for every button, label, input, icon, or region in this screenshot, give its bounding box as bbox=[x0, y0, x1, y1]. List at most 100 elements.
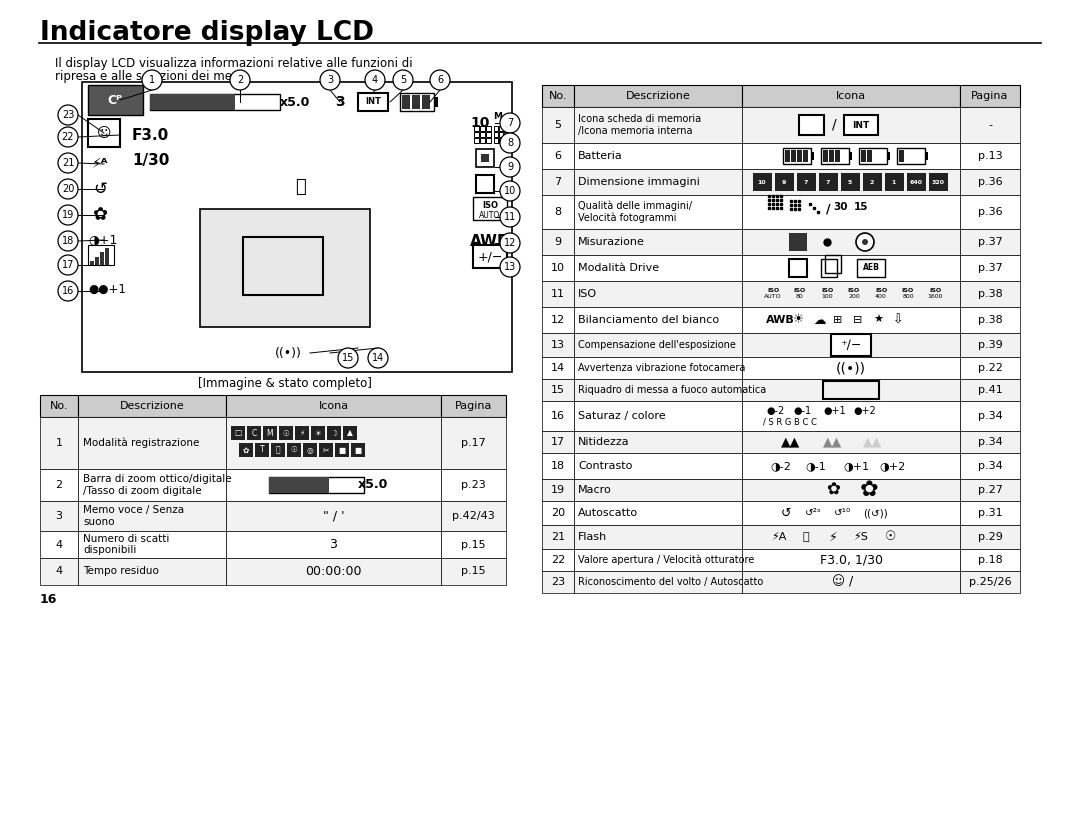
Text: 400: 400 bbox=[875, 294, 887, 299]
Bar bbox=[573, 107, 742, 143]
Bar bbox=[821, 259, 837, 277]
Bar bbox=[476, 149, 494, 167]
Text: 2: 2 bbox=[237, 75, 243, 85]
Text: 22: 22 bbox=[62, 132, 75, 142]
Bar bbox=[542, 307, 573, 333]
Bar bbox=[287, 443, 301, 457]
Bar bbox=[742, 571, 960, 593]
Bar bbox=[269, 477, 328, 493]
Text: 3: 3 bbox=[327, 75, 333, 85]
Bar bbox=[100, 252, 104, 265]
Bar bbox=[960, 195, 1020, 229]
Text: ISO: ISO bbox=[875, 288, 887, 293]
Bar bbox=[542, 525, 573, 549]
Circle shape bbox=[430, 70, 450, 90]
Text: ▲▲: ▲▲ bbox=[781, 435, 800, 448]
Text: ★: ★ bbox=[873, 315, 883, 325]
Text: [Immagine & stato completo]: [Immagine & stato completo] bbox=[198, 377, 372, 390]
Text: INT: INT bbox=[852, 121, 869, 130]
Bar bbox=[960, 143, 1020, 169]
Text: ↺²ˢ: ↺²ˢ bbox=[805, 508, 822, 518]
Text: p.36: p.36 bbox=[977, 207, 1002, 217]
Text: 2: 2 bbox=[869, 179, 874, 184]
Text: 6: 6 bbox=[437, 75, 443, 85]
Bar bbox=[486, 132, 491, 137]
Bar bbox=[742, 479, 960, 501]
Bar bbox=[843, 115, 878, 135]
Text: p.41: p.41 bbox=[977, 385, 1002, 395]
Text: ◑-1: ◑-1 bbox=[806, 461, 826, 471]
Bar bbox=[480, 138, 485, 143]
Text: 10: 10 bbox=[551, 263, 565, 273]
Circle shape bbox=[500, 257, 519, 277]
Text: 21: 21 bbox=[551, 532, 565, 542]
Text: INT: INT bbox=[365, 98, 381, 107]
Bar bbox=[343, 426, 357, 440]
Text: 5: 5 bbox=[400, 75, 406, 85]
Text: 100: 100 bbox=[821, 294, 833, 299]
Text: Dimensione immagini: Dimensione immagini bbox=[578, 177, 700, 187]
Circle shape bbox=[338, 348, 357, 368]
Text: 9: 9 bbox=[782, 179, 786, 184]
Bar bbox=[785, 150, 789, 162]
Text: p.31: p.31 bbox=[977, 508, 1002, 518]
Bar bbox=[742, 525, 960, 549]
Circle shape bbox=[58, 205, 78, 225]
Bar bbox=[542, 501, 573, 525]
Bar bbox=[473, 197, 507, 220]
Text: 9: 9 bbox=[507, 162, 513, 172]
Bar bbox=[573, 525, 742, 549]
Bar bbox=[742, 333, 960, 357]
Bar bbox=[87, 245, 114, 265]
Bar bbox=[78, 531, 226, 558]
Text: 1/30: 1/30 bbox=[132, 152, 170, 168]
Text: 18: 18 bbox=[62, 236, 75, 246]
Text: Macro: Macro bbox=[578, 485, 611, 495]
Bar bbox=[542, 401, 573, 431]
Text: p.42/43: p.42/43 bbox=[453, 511, 495, 521]
Text: Qualità delle immagini/
Velocità fotogrammi: Qualità delle immagini/ Velocità fotogra… bbox=[578, 200, 692, 223]
Text: Icona: Icona bbox=[319, 401, 349, 411]
Text: Compensazione dell'esposizione: Compensazione dell'esposizione bbox=[578, 340, 735, 350]
Text: Modalità Drive: Modalità Drive bbox=[578, 263, 659, 273]
Text: 17: 17 bbox=[62, 260, 75, 270]
Text: 11: 11 bbox=[551, 289, 565, 299]
Bar bbox=[269, 477, 364, 493]
Circle shape bbox=[365, 70, 384, 90]
Bar bbox=[573, 501, 742, 525]
Bar bbox=[78, 558, 226, 585]
Text: +/−: +/− bbox=[477, 250, 502, 263]
Bar bbox=[200, 209, 370, 327]
Bar bbox=[542, 107, 573, 143]
Text: 5: 5 bbox=[554, 120, 562, 130]
Bar bbox=[573, 143, 742, 169]
Circle shape bbox=[500, 181, 519, 201]
Text: ☀: ☀ bbox=[793, 314, 805, 327]
Text: p.37: p.37 bbox=[977, 263, 1002, 273]
Text: AWB: AWB bbox=[470, 234, 510, 249]
Circle shape bbox=[58, 153, 78, 173]
Bar bbox=[327, 426, 341, 440]
Text: 1600: 1600 bbox=[928, 294, 943, 299]
Bar bbox=[573, 357, 742, 379]
Bar bbox=[849, 152, 852, 160]
Text: ((↺)): ((↺)) bbox=[864, 508, 889, 518]
Circle shape bbox=[500, 133, 519, 153]
Bar bbox=[78, 469, 226, 501]
Bar bbox=[783, 148, 811, 164]
Bar bbox=[226, 469, 441, 501]
Text: 14: 14 bbox=[551, 363, 565, 373]
Text: 12: 12 bbox=[503, 238, 516, 248]
Text: 4: 4 bbox=[372, 75, 378, 85]
Text: Modalità registrazione: Modalità registrazione bbox=[83, 438, 200, 448]
Bar bbox=[819, 173, 838, 191]
Text: Contrasto: Contrasto bbox=[578, 461, 633, 471]
Bar bbox=[542, 255, 573, 281]
Circle shape bbox=[856, 233, 874, 251]
Bar bbox=[573, 281, 742, 307]
Bar bbox=[150, 94, 280, 110]
Bar bbox=[742, 431, 960, 453]
Circle shape bbox=[58, 127, 78, 147]
Text: ☉: ☉ bbox=[291, 446, 297, 455]
Bar bbox=[861, 150, 866, 162]
